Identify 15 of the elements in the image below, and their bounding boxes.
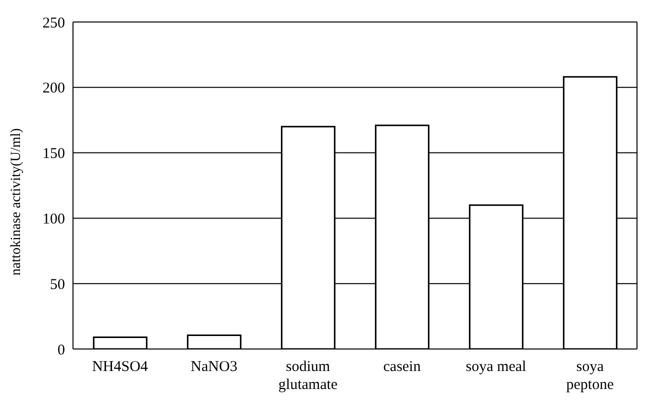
x-tick-label: NaNO3 [190,359,238,375]
y-tick-label: 0 [58,342,65,358]
y-axis-title: nattokinase activity(U/ml) [8,128,24,276]
bar [92,336,148,349]
x-tick-label: soya peptone [566,359,614,393]
bar [186,334,242,349]
x-tick-label: casein [383,359,422,375]
x-tick-label: soya meal [466,359,526,375]
y-tick-label: 150 [42,146,65,162]
x-tick-label: NH4SO4 [92,359,148,375]
y-tick-label: 50 [50,276,65,293]
y-tick-label: 100 [42,212,65,228]
x-tick-label: sodium glutamate [278,359,338,393]
y-tick-label: 250 [42,15,65,32]
y-tick-label: 200 [42,80,65,97]
